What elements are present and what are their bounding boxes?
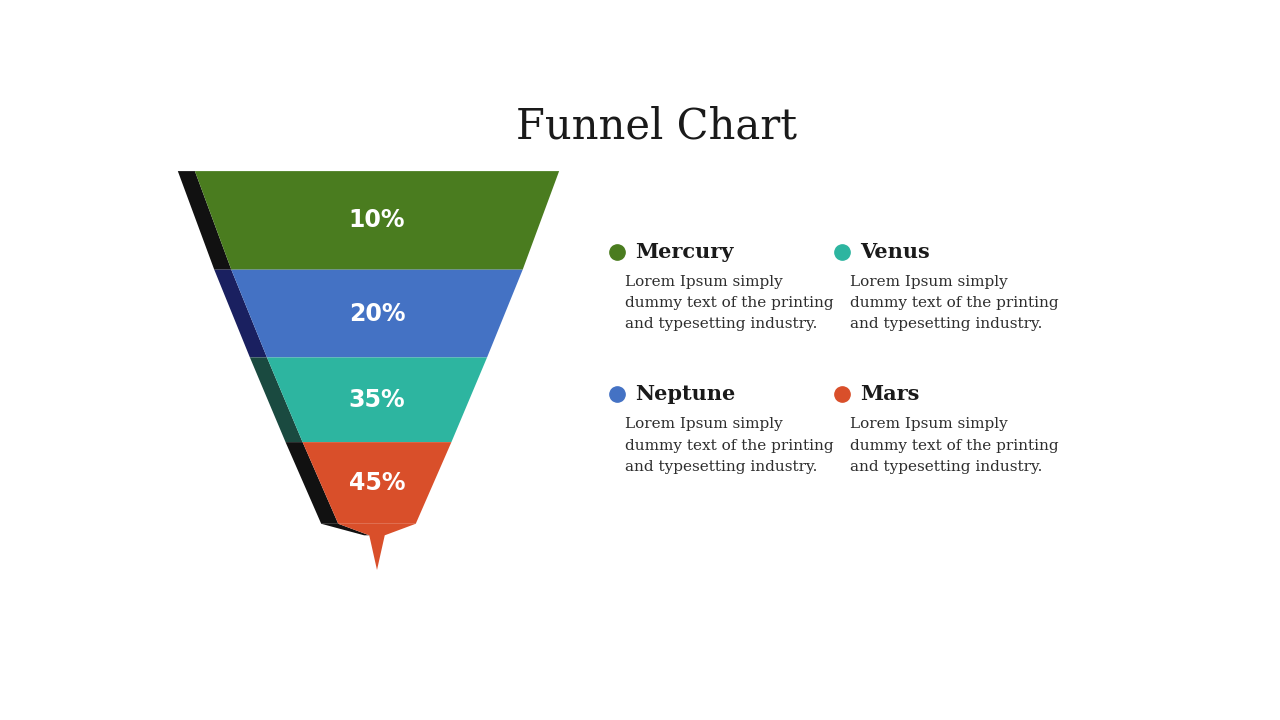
Text: Funnel Chart: Funnel Chart — [516, 106, 796, 148]
Text: Lorem Ipsum simply
dummy text of the printing
and typesetting industry.: Lorem Ipsum simply dummy text of the pri… — [625, 418, 833, 474]
Text: 20%: 20% — [348, 302, 406, 325]
Polygon shape — [321, 523, 369, 535]
Polygon shape — [195, 171, 559, 270]
Polygon shape — [338, 523, 416, 570]
Text: 10%: 10% — [348, 208, 406, 233]
Text: 45%: 45% — [348, 471, 406, 495]
Polygon shape — [250, 357, 302, 442]
Text: Lorem Ipsum simply
dummy text of the printing
and typesetting industry.: Lorem Ipsum simply dummy text of the pri… — [625, 275, 833, 331]
Text: Lorem Ipsum simply
dummy text of the printing
and typesetting industry.: Lorem Ipsum simply dummy text of the pri… — [850, 418, 1059, 474]
Polygon shape — [268, 357, 488, 442]
Polygon shape — [285, 442, 338, 523]
Text: Lorem Ipsum simply
dummy text of the printing
and typesetting industry.: Lorem Ipsum simply dummy text of the pri… — [850, 275, 1059, 331]
Text: Mercury: Mercury — [635, 242, 733, 262]
Polygon shape — [232, 270, 522, 357]
Text: Neptune: Neptune — [635, 384, 735, 405]
Text: 35%: 35% — [348, 388, 406, 412]
Text: Mars: Mars — [860, 384, 919, 405]
Polygon shape — [178, 171, 232, 270]
Polygon shape — [214, 270, 268, 357]
Text: Venus: Venus — [860, 242, 929, 262]
Polygon shape — [302, 442, 452, 523]
